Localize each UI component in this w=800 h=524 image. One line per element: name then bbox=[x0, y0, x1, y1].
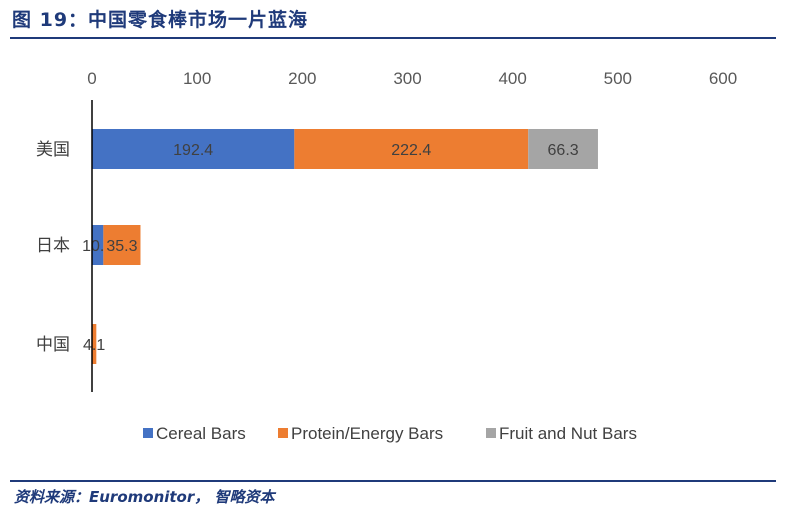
legend-label: Cereal Bars bbox=[156, 424, 246, 443]
x-tick-label: 500 bbox=[604, 69, 632, 88]
category-label: 中国 bbox=[36, 335, 70, 355]
category-label: 美国 bbox=[36, 140, 70, 160]
data-label: 4.1 bbox=[83, 337, 105, 354]
x-tick-label: 100 bbox=[183, 69, 211, 88]
legend-label: Fruit and Nut Bars bbox=[499, 424, 637, 443]
bar-segment bbox=[528, 129, 598, 169]
source-note: 资料来源：Euromonitor， 智略资本 bbox=[14, 488, 275, 506]
legend-swatch bbox=[143, 428, 153, 438]
x-tick-label: 200 bbox=[288, 69, 316, 88]
bar-segment bbox=[103, 225, 141, 265]
data-label: 192.4 bbox=[173, 142, 213, 159]
legend-label: Protein/Energy Bars bbox=[291, 424, 443, 443]
bar-segment bbox=[92, 324, 97, 364]
x-tick-label: 0 bbox=[87, 69, 96, 88]
x-tick-label: 600 bbox=[709, 69, 737, 88]
figure-title: 图 19：中国零食棒市场一片蓝海 bbox=[12, 9, 309, 31]
data-label: 66.3 bbox=[548, 142, 579, 159]
x-tick-label: 300 bbox=[393, 69, 421, 88]
legend-swatch bbox=[278, 428, 288, 438]
bar-segment bbox=[92, 129, 295, 169]
data-label: 222.4 bbox=[391, 142, 431, 159]
bar-segment bbox=[294, 129, 529, 169]
data-label: 35.3 bbox=[106, 238, 137, 255]
bar-segment bbox=[92, 225, 104, 265]
title-rule bbox=[10, 37, 776, 39]
source-rule bbox=[10, 480, 776, 482]
x-tick-label: 400 bbox=[498, 69, 526, 88]
category-label: 日本 bbox=[36, 236, 70, 256]
legend-swatch bbox=[486, 428, 496, 438]
